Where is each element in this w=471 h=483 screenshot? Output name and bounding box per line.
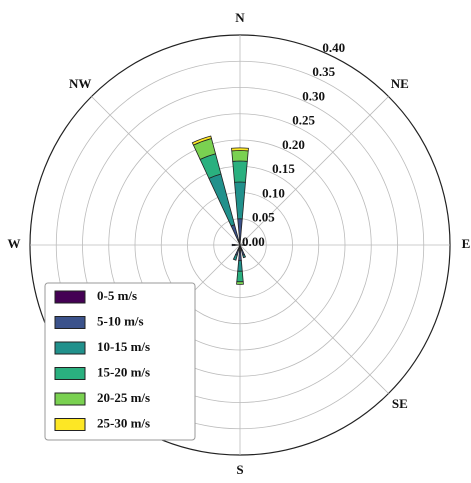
spoke <box>91 96 241 246</box>
wedge <box>232 253 238 261</box>
legend-swatch <box>54 316 86 329</box>
wedge <box>232 160 248 183</box>
legend-swatch <box>54 290 86 304</box>
legend-swatch <box>54 392 86 406</box>
wedge <box>191 135 212 146</box>
wedge <box>242 253 247 259</box>
legend-label: 10-15 m/s <box>97 339 150 354</box>
legend-label: 25-30 m/s <box>97 415 150 430</box>
legend-swatch <box>54 418 86 431</box>
wedge <box>234 181 246 220</box>
wedge <box>236 270 244 283</box>
r-tick-label: 0.30 <box>302 88 325 103</box>
direction-label: E <box>462 236 471 251</box>
wedge <box>242 244 246 246</box>
legend-label: 0-5 m/s <box>97 288 137 303</box>
legend-swatch <box>54 341 86 355</box>
wedge <box>237 260 243 272</box>
r-tick-label: 0.15 <box>272 161 295 176</box>
spoke <box>239 244 389 394</box>
wedge <box>234 244 241 246</box>
wedge <box>231 147 249 152</box>
wedge <box>231 150 249 162</box>
legend-label: 5-10 m/s <box>97 313 144 328</box>
r-tick-label: 0.10 <box>262 185 285 200</box>
wedge <box>239 239 241 246</box>
direction-label: NW <box>69 76 91 91</box>
legend-label: 15-20 m/s <box>97 364 150 379</box>
direction-label: N <box>235 10 245 25</box>
legend-swatch <box>54 367 86 380</box>
direction-label: S <box>236 462 243 477</box>
direction-label: NE <box>391 76 409 91</box>
direction-label: W <box>8 236 21 251</box>
direction-label: SE <box>392 396 408 411</box>
legend-label: 20-25 m/s <box>97 390 150 405</box>
wedge <box>231 243 236 247</box>
r-tick-label: 0.20 <box>282 137 305 152</box>
r-tick-label: 0.35 <box>312 64 335 79</box>
r-tick-label: 0.05 <box>252 210 275 225</box>
r-tick-label: 0.40 <box>322 40 345 55</box>
wedge <box>238 249 242 262</box>
wedge <box>236 281 244 285</box>
r-tick-label: 0.25 <box>292 113 315 128</box>
wedge <box>230 224 240 241</box>
spoke <box>239 96 389 246</box>
r-tick-label: 0.00 <box>242 234 265 249</box>
